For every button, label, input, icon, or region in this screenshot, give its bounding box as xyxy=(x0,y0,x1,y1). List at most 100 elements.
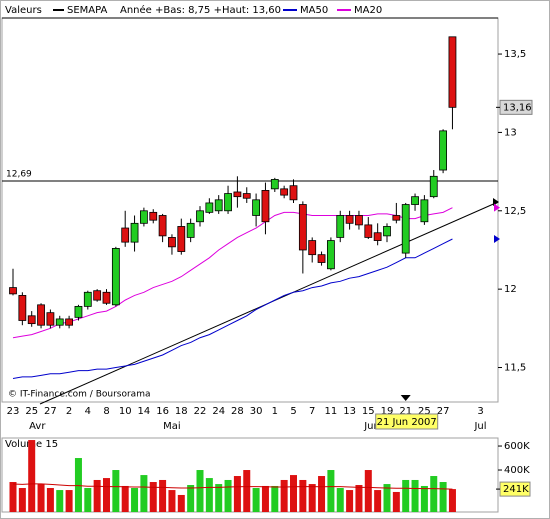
candle-body xyxy=(420,199,429,223)
y-tick-label: 11,5 xyxy=(504,363,526,374)
candle-body xyxy=(411,196,419,205)
volume-bar xyxy=(430,476,438,512)
x-tick-label: 27 xyxy=(437,406,450,417)
month-label: Mai xyxy=(163,421,181,432)
volume-bar xyxy=(37,484,45,512)
candle-body xyxy=(429,175,438,198)
candle-body xyxy=(65,318,73,326)
candle-body xyxy=(448,36,457,108)
volume-bar xyxy=(93,479,101,512)
candle-body xyxy=(214,199,223,212)
volume-bar xyxy=(56,490,64,512)
candle-body xyxy=(261,190,270,223)
candle-body xyxy=(364,224,373,238)
candle-body xyxy=(102,291,111,304)
volume-bar xyxy=(65,490,73,512)
volume-bar xyxy=(74,458,82,512)
candle-body xyxy=(242,193,251,199)
volume-bar xyxy=(28,440,36,512)
candle-body xyxy=(298,204,307,251)
cursor-marker xyxy=(400,395,411,401)
candle-body xyxy=(130,222,139,243)
x-tick-label: 16 xyxy=(156,406,169,417)
candle-body xyxy=(401,204,410,254)
volume-bar xyxy=(392,491,400,512)
candle-body xyxy=(280,188,289,196)
volume-bar xyxy=(224,479,232,512)
x-tick-label: 22 xyxy=(194,406,207,417)
x-tick-label: 1 xyxy=(272,406,278,417)
candle-body xyxy=(74,305,83,318)
volume-bar xyxy=(346,490,354,512)
x-tick-label: 18 xyxy=(175,406,188,417)
volume-bar xyxy=(233,476,241,512)
candle-body xyxy=(345,215,354,224)
moving-average-line xyxy=(12,238,453,379)
volume-bar xyxy=(383,484,391,512)
x-tick-label: 8 xyxy=(103,406,109,417)
volume-bar xyxy=(439,482,447,512)
volume-bar xyxy=(402,479,410,512)
candle-body xyxy=(196,210,204,223)
candle-body xyxy=(149,211,158,221)
candle-body xyxy=(168,237,176,248)
legend-label: MA20 xyxy=(354,5,382,16)
x-tick-label: 14 xyxy=(138,406,151,417)
moving-average-line xyxy=(12,207,453,339)
candle-body xyxy=(158,215,167,237)
volume-bar xyxy=(448,489,456,512)
volume-tick-label: 400K xyxy=(504,465,530,476)
volume-bar xyxy=(46,488,54,512)
candle-body xyxy=(326,240,335,270)
volume-bar xyxy=(149,482,157,512)
volume-bar xyxy=(121,485,129,512)
candle-body xyxy=(355,215,363,226)
last-price-label: 13,16 xyxy=(503,102,532,113)
volume-bar xyxy=(215,484,223,512)
moving-average-marker xyxy=(494,234,500,243)
legend-label: MA50 xyxy=(300,5,328,16)
candle-body xyxy=(55,318,64,326)
volume-bar xyxy=(271,485,279,512)
volume-bar xyxy=(318,476,326,512)
x-tick-label: 3 xyxy=(477,406,483,417)
candle-body xyxy=(37,304,45,326)
candle-body xyxy=(233,191,242,198)
y-tick-label: 12,5 xyxy=(504,206,526,217)
volume-bar xyxy=(177,494,185,512)
x-tick-label: 13 xyxy=(343,406,356,417)
candle-body xyxy=(383,226,391,237)
x-tick-label: 11 xyxy=(325,406,338,417)
instrument-name: SEMAPA xyxy=(67,5,108,16)
candle-body xyxy=(139,210,148,224)
reference-label: 12,69 xyxy=(6,170,32,180)
x-tick-label: 10 xyxy=(119,406,132,417)
candle-body xyxy=(18,295,27,321)
x-tick-label: 24 xyxy=(212,406,225,417)
volume-bar xyxy=(355,485,363,512)
x-tick-label: 21 xyxy=(399,406,412,417)
volume-bar xyxy=(103,478,110,512)
volume-average-line xyxy=(12,483,453,490)
volume-tick-label: 600K xyxy=(504,441,530,452)
volume-bar xyxy=(411,479,419,512)
x-tick-label: 2 xyxy=(66,406,72,417)
candle-body xyxy=(252,199,261,216)
source-note: © IT-Finance.com / Boursorama xyxy=(8,390,150,400)
candle-body xyxy=(111,247,120,306)
candle-body xyxy=(317,254,326,263)
y-tick-label: 12 xyxy=(504,284,517,295)
volume-bar xyxy=(18,488,26,512)
x-tick-label: 5 xyxy=(290,406,296,417)
x-tick-label: 28 xyxy=(231,406,244,417)
cursor-date: 21 Jun 2007 xyxy=(377,417,437,428)
candle-body xyxy=(439,130,448,171)
volume-bar xyxy=(187,485,195,512)
volume-bar xyxy=(84,488,92,512)
volume-bar xyxy=(420,485,428,512)
y-tick-label: 13,5 xyxy=(504,49,526,60)
candle-body xyxy=(308,240,317,256)
x-tick-label: 30 xyxy=(250,406,263,417)
moving-average-marker xyxy=(494,203,500,212)
